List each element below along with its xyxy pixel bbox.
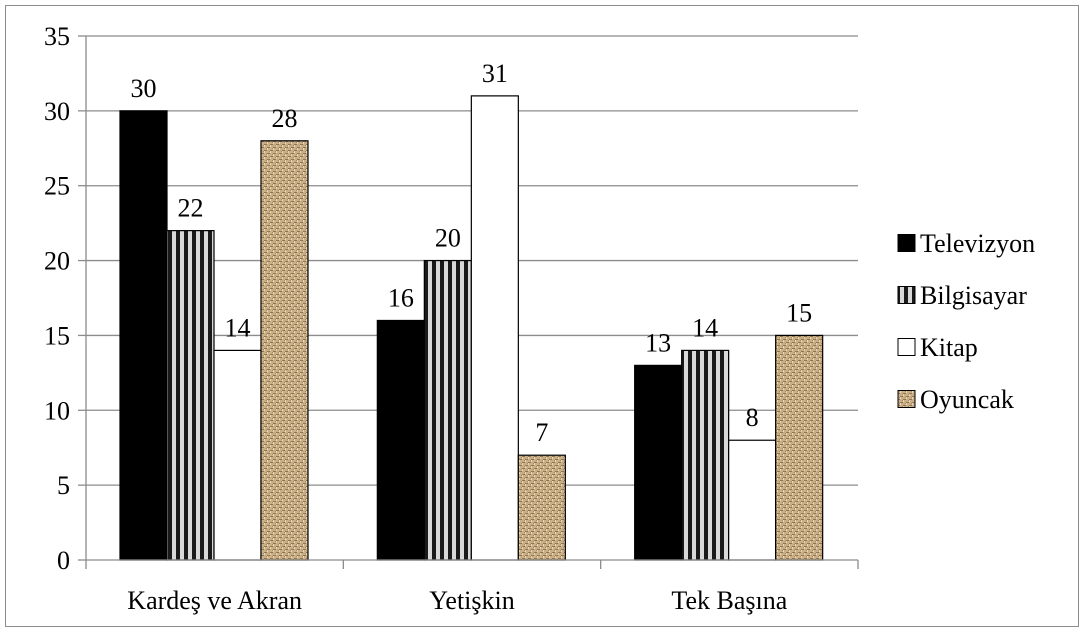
y-tick-label-35: 35 (44, 22, 70, 51)
bar-oyuncak-yetiskin (517, 454, 566, 561)
bar-kitap-tek-basina (728, 439, 777, 561)
legend-label-televizyon: Televizyon (920, 229, 1035, 258)
legend-swatch-kitap (897, 338, 916, 356)
data-label-oyuncak-yetiskin: 7 (535, 418, 548, 447)
bar-televizyon-kardes-ve-akran (119, 110, 168, 561)
data-label-kitap-yetiskin: 31 (482, 59, 508, 88)
x-tick-label-yetiskin: Yetişkin (429, 586, 515, 615)
y-tick-label-10: 10 (44, 396, 70, 425)
legend-label-kitap: Kitap (920, 333, 978, 362)
y-tick-label-30: 30 (44, 97, 70, 126)
bar-kitap-kardes-ve-akran (213, 349, 262, 561)
y-tick-label-20: 20 (44, 247, 70, 276)
legend: Televizyon Bilgisayar Kitap Oyuncak (897, 229, 1035, 414)
bar-oyuncak-tek-basina (775, 334, 824, 561)
legend-label-oyuncak: Oyuncak (920, 385, 1014, 414)
bar-bilgisayar-kardes-ve-akran (166, 230, 215, 561)
y-tick-label-0: 0 (57, 546, 70, 575)
data-labels: 30 22 14 28 16 20 31 7 13 14 8 15 (131, 59, 813, 447)
legend-swatch-televizyon (897, 234, 916, 252)
bars (119, 95, 824, 561)
bar-kitap-yetiskin (470, 95, 519, 561)
data-label-bilgisayar-yetiskin: 20 (435, 224, 461, 253)
y-tick-label-25: 25 (44, 172, 70, 201)
legend-swatch-bilgisayar (897, 286, 916, 304)
legend-label-bilgisayar: Bilgisayar (920, 281, 1027, 310)
data-label-televizyon-yetiskin: 16 (388, 283, 414, 312)
y-tick-label-5: 5 (57, 471, 70, 500)
data-label-bilgisayar-kardes-ve-akran: 22 (178, 194, 204, 223)
data-label-televizyon-tek-basina: 13 (645, 328, 671, 357)
x-tick-label-kardes-ve-akran: Kardeş ve Akran (127, 586, 302, 615)
y-tick-label-15: 15 (44, 321, 70, 350)
bar-televizyon-yetiskin (376, 319, 425, 561)
data-label-oyuncak-kardes-ve-akran: 28 (272, 104, 298, 133)
bar-bilgisayar-yetiskin (423, 259, 472, 561)
data-label-kitap-tek-basina: 8 (746, 403, 759, 432)
data-label-kitap-kardes-ve-akran: 14 (225, 313, 251, 342)
x-tick-label-tek-basina: Tek Başına (671, 586, 787, 615)
legend-swatch-oyuncak (897, 390, 916, 408)
data-label-bilgisayar-tek-basina: 14 (692, 313, 718, 342)
data-label-oyuncak-tek-basina: 15 (786, 298, 812, 327)
bar-bilgisayar-tek-basina (681, 349, 730, 561)
data-label-televizyon-kardes-ve-akran: 30 (131, 74, 157, 103)
axes: 0 5 10 15 20 25 30 35 Kardeş ve Akran Yetişkin Tek… (44, 22, 859, 615)
bar-oyuncak-kardes-ve-akran (260, 140, 309, 561)
bar-televizyon-tek-basina (634, 364, 683, 561)
